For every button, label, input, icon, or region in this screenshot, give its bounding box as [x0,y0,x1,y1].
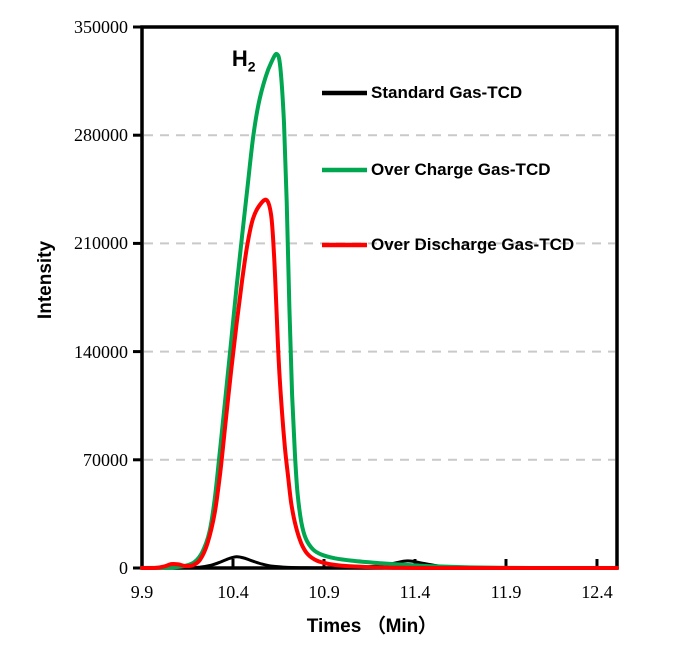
series-curve-over-charge-gas-tcd [140,51,619,570]
plot-border [140,25,619,570]
series-curve-over-discharge-gas-tcd [140,197,619,571]
